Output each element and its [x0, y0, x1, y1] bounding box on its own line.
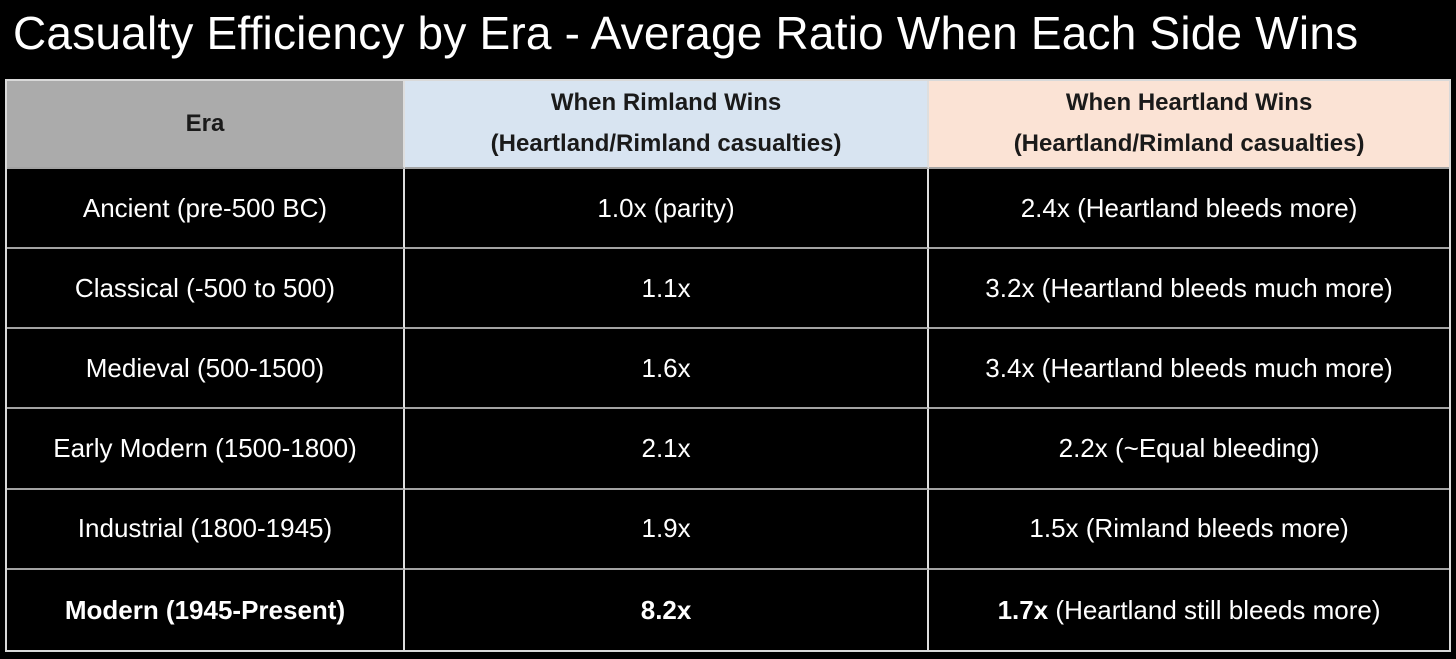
cell-rimland-medieval: 1.6x [404, 329, 930, 410]
cell-era-ancient: Ancient (pre-500 BC) [7, 169, 405, 250]
cell-heartland-modern-text: 1.7x (Heartland still bleeds more) [998, 594, 1381, 627]
column-header-era-label: Era [185, 109, 225, 137]
cell-rimland-industrial: 1.9x [404, 489, 930, 570]
cell-heartland-medieval: 3.4x (Heartland bleeds much more) [929, 329, 1449, 410]
column-header-heartland-wins: When Heartland Wins (Heartland/Rimland c… [929, 81, 1449, 169]
cell-rimland-early-modern: 2.1x [404, 409, 930, 490]
cell-rimland-modern: 8.2x [404, 569, 930, 650]
cell-heartland-industrial: 1.5x (Rimland bleeds more) [929, 489, 1449, 570]
column-header-heartland-line2: (Heartland/Rimland casualties) [1013, 130, 1365, 157]
cell-heartland-modern: 1.7x (Heartland still bleeds more) [929, 569, 1449, 650]
cell-era-medieval: Medieval (500-1500) [7, 329, 405, 410]
cell-heartland-classical: 3.2x (Heartland bleeds much more) [929, 249, 1449, 330]
cell-heartland-early-modern: 2.2x (~Equal bleeding) [929, 409, 1449, 490]
cell-rimland-classical: 1.1x [404, 249, 930, 330]
casualty-efficiency-table: Era When Rimland Wins (Heartland/Rimland… [5, 79, 1451, 652]
cell-era-modern: Modern (1945-Present) [7, 569, 405, 650]
cell-rimland-ancient: 1.0x (parity) [404, 169, 930, 250]
column-header-rimland-line1: When Rimland Wins [550, 89, 782, 117]
cell-era-classical: Classical (-500 to 500) [7, 249, 405, 330]
page-title: Casualty Efficiency by Era - Average Rat… [13, 7, 1359, 59]
column-header-heartland-line1: When Heartland Wins [1065, 89, 1313, 117]
cell-heartland-modern-value: 1.7x [997, 594, 1049, 625]
column-header-era: Era [7, 81, 405, 169]
column-header-rimland-line2: (Heartland/Rimland casualties) [490, 130, 842, 157]
cell-era-industrial: Industrial (1800-1945) [7, 489, 405, 570]
cell-era-early-modern: Early Modern (1500-1800) [7, 409, 405, 490]
cell-heartland-modern-note: (Heartland still bleeds more) [1048, 594, 1381, 625]
column-header-rimland-wins: When Rimland Wins (Heartland/Rimland cas… [404, 81, 930, 169]
cell-heartland-ancient: 2.4x (Heartland bleeds more) [929, 169, 1449, 250]
